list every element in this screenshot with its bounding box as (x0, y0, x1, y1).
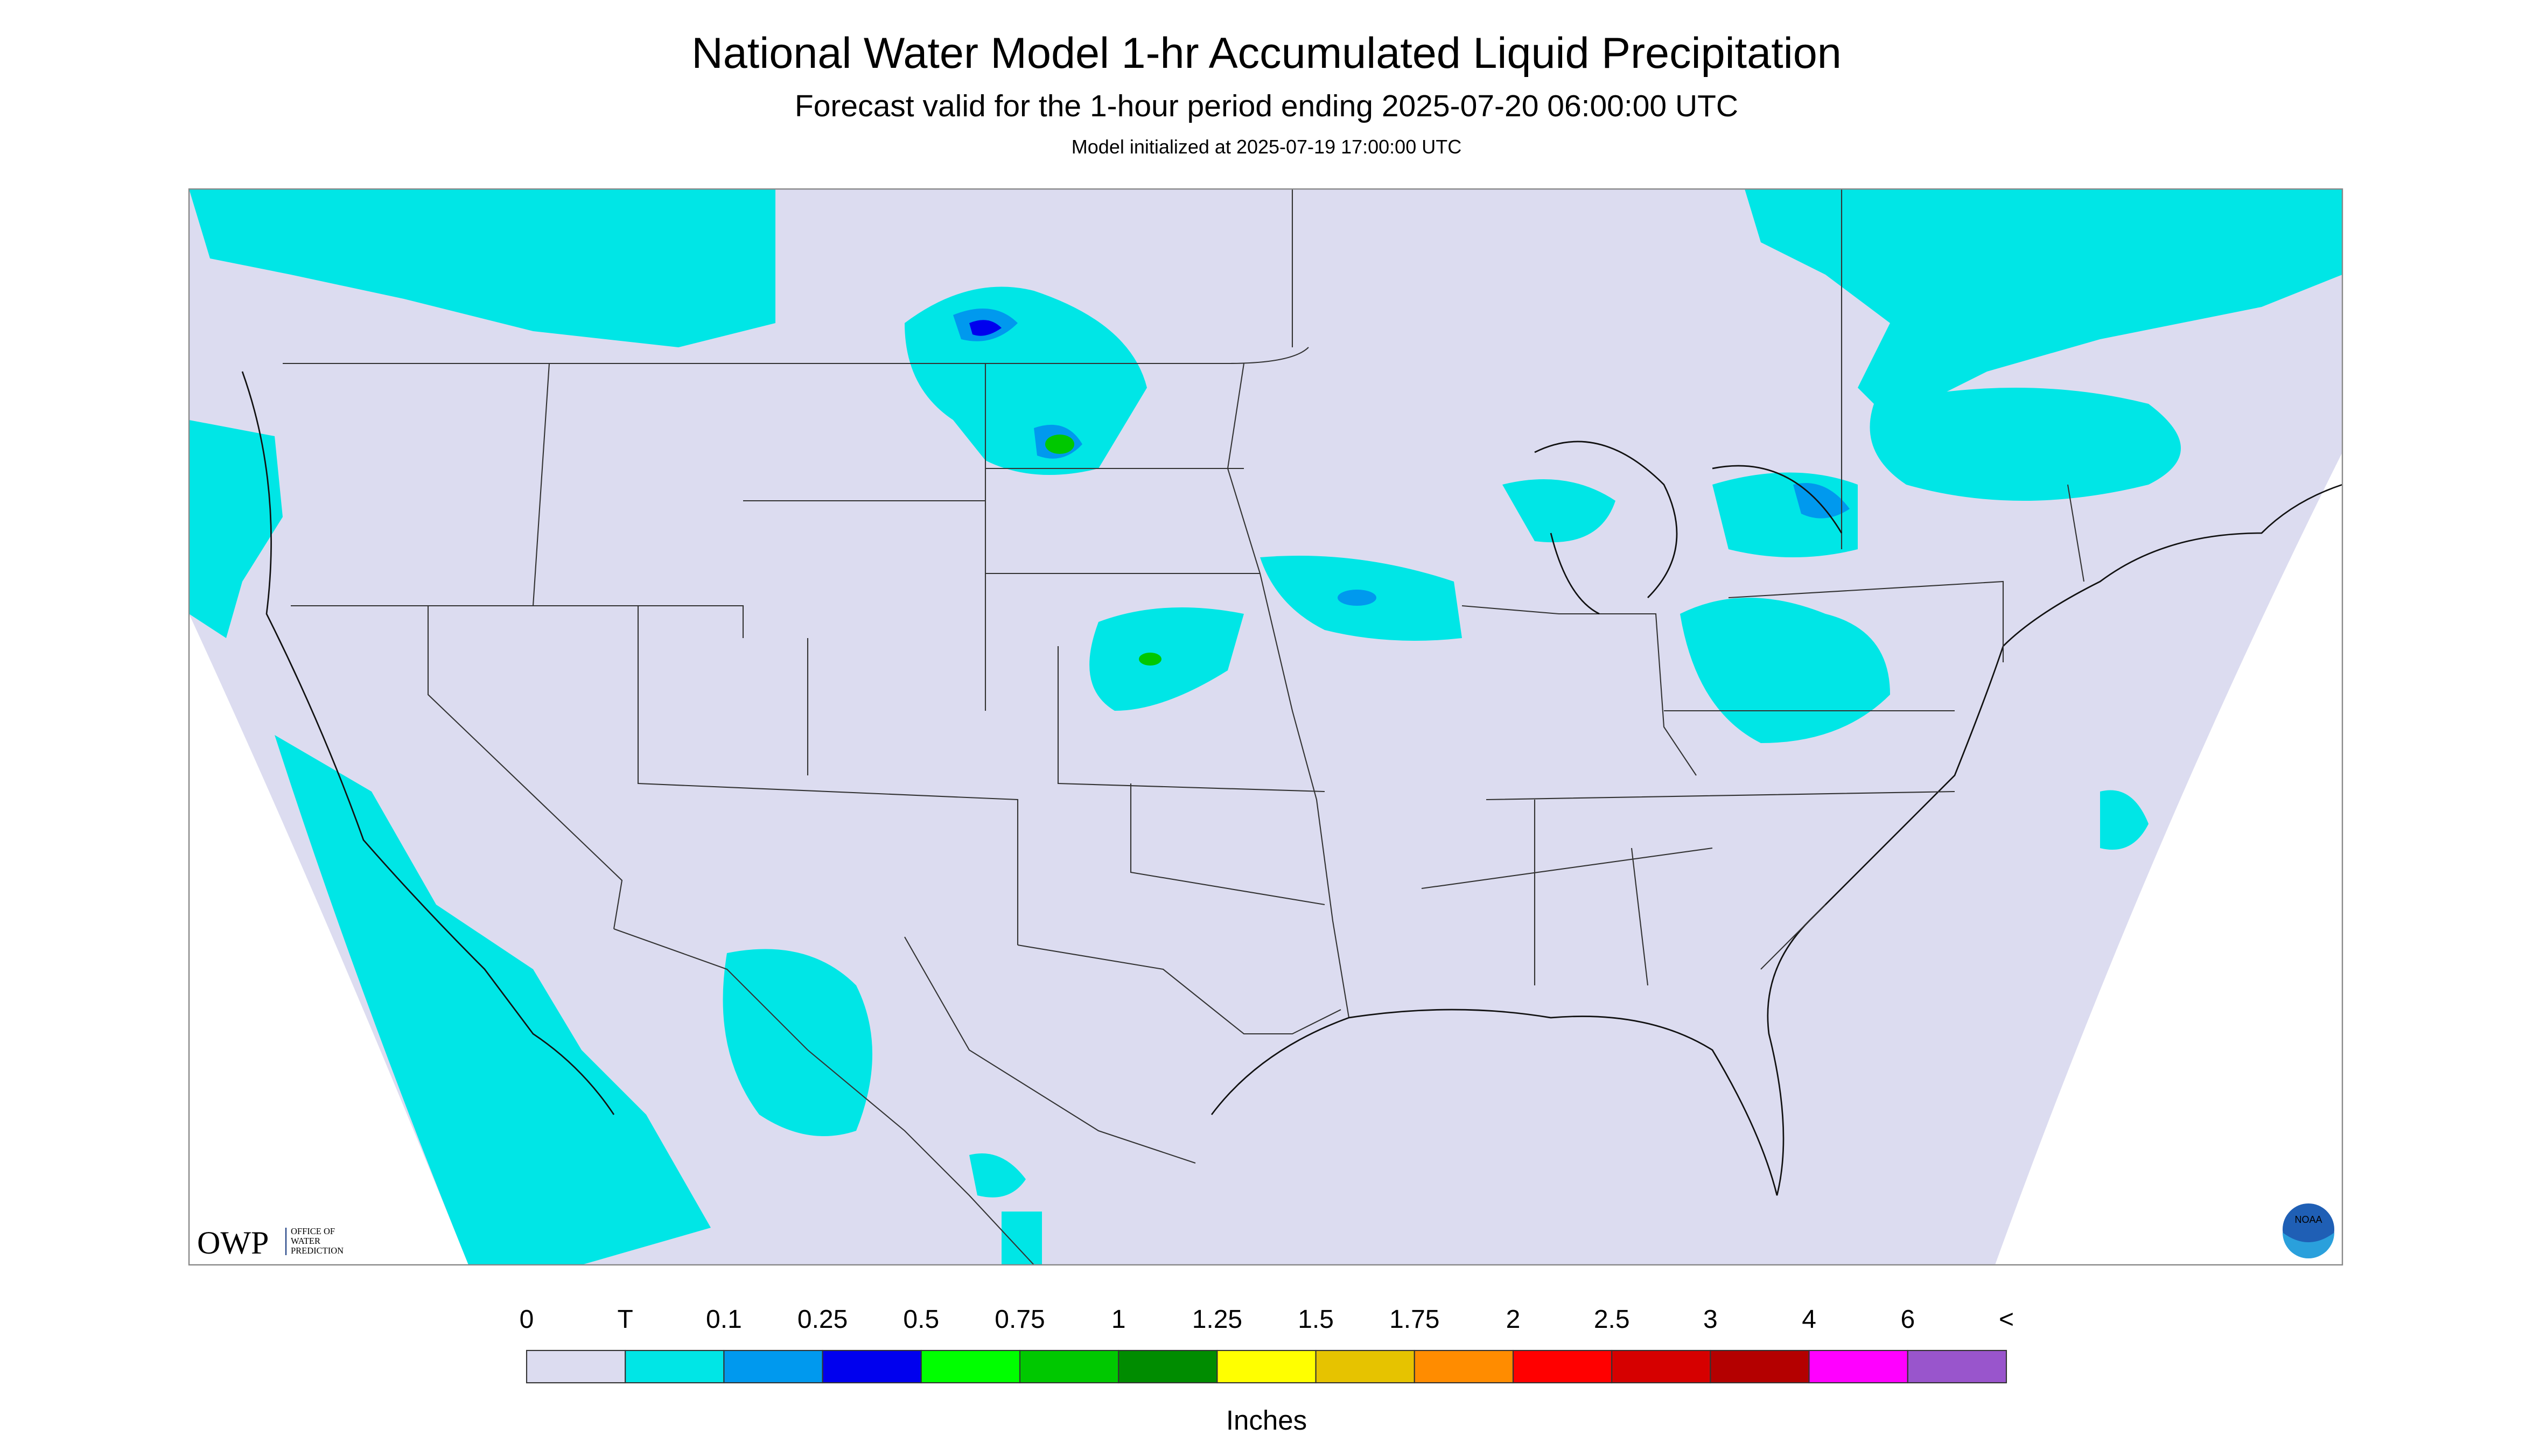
subtitle: Forecast valid for the 1-hour period end… (795, 89, 1738, 123)
legend-swatch (822, 1349, 922, 1384)
owp-logo: OWP (197, 1225, 269, 1261)
legend-swatch (1019, 1349, 1119, 1384)
legend-label: 0.5 (903, 1305, 939, 1334)
precip-areas (189, 189, 2342, 1265)
owp-text: WATER (291, 1236, 320, 1246)
legend-label: 0 (520, 1305, 534, 1334)
noaa-logo: NOAA (2283, 1203, 2334, 1259)
legend-label: 0.1 (706, 1305, 742, 1334)
legend-label: 1.75 (1389, 1305, 1439, 1334)
legend-label: 4 (1802, 1305, 1816, 1334)
legend-unit: Inches (1226, 1405, 1307, 1436)
legend-swatch (526, 1349, 626, 1384)
legend-label: 3 (1703, 1305, 1718, 1334)
legend-swatch (1512, 1349, 1613, 1384)
noaa-text: NOAA (2294, 1214, 2322, 1225)
legend-label: 1 (1111, 1305, 1126, 1334)
legend-swatch (1907, 1349, 2007, 1384)
legend-swatch (920, 1349, 1021, 1384)
legend-swatch (1710, 1349, 1810, 1384)
legend-label: 1.5 (1298, 1305, 1334, 1334)
legend-swatch (1611, 1349, 1711, 1384)
legend: 0 T 0.1 0.25 0.5 0.75 1 1.25 1.5 1.75 2 2.5 3 4 6 < (520, 1305, 2014, 1384)
owp-text: OFFICE OF (291, 1226, 335, 1236)
boundaries (241, 189, 2342, 1265)
legend-label: < (1999, 1305, 2014, 1334)
legend-swatch (1118, 1349, 1218, 1384)
legend-label: 0.75 (995, 1305, 1045, 1334)
legend-label: 2.5 (1594, 1305, 1630, 1334)
map: OWP OFFICE OF WATER PREDICTION NOAA (188, 188, 2343, 1266)
title: National Water Model 1-hr Accumulated Li… (691, 29, 1842, 78)
legend-swatch (1216, 1349, 1317, 1384)
legend-swatch (1315, 1349, 1415, 1384)
legend-label: 2 (1506, 1305, 1521, 1334)
legend-swatch (1414, 1349, 1514, 1384)
owp-text: PREDICTION (291, 1245, 344, 1256)
legend-label: 1.25 (1192, 1305, 1242, 1334)
legend-label: 6 (1900, 1305, 1915, 1334)
legend-swatch (723, 1349, 823, 1384)
legend-label: T (618, 1305, 633, 1334)
map-frame (188, 188, 2343, 1266)
legend-swatch (625, 1349, 725, 1384)
legend-swatch (1808, 1349, 1908, 1384)
legend-label: 0.25 (797, 1305, 848, 1334)
init-time: Model initialized at 2025-07-19 17:00:00… (1072, 136, 1461, 158)
